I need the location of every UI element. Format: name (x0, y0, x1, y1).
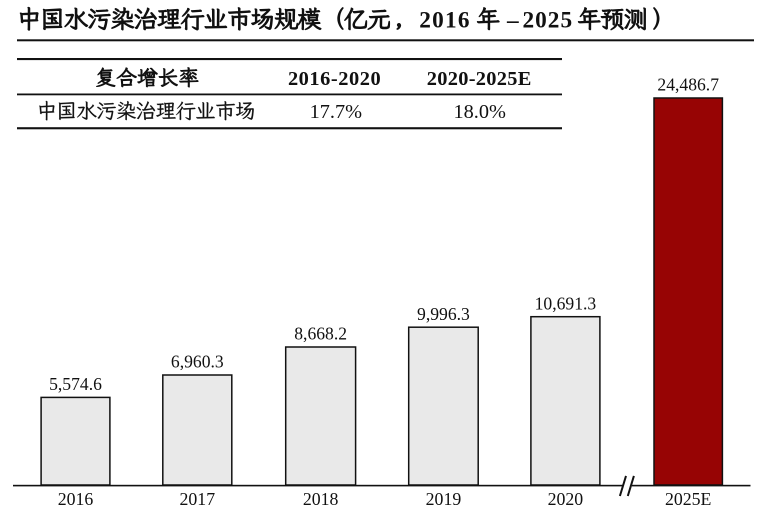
svg-text:2016: 2016 (419, 8, 470, 34)
svg-text:6,960.3: 6,960.3 (171, 352, 224, 372)
svg-text:2019: 2019 (426, 489, 462, 509)
svg-text:2018: 2018 (303, 489, 339, 509)
svg-text:18.0%: 18.0% (454, 101, 506, 123)
svg-text:2025E: 2025E (665, 489, 711, 509)
svg-text:10,691.3: 10,691.3 (535, 293, 597, 313)
svg-text:2016-2020: 2016-2020 (288, 68, 381, 90)
svg-text:2016: 2016 (58, 489, 94, 509)
svg-text:24,486.7: 24,486.7 (657, 75, 719, 95)
svg-text:17.7%: 17.7% (310, 101, 362, 123)
svg-text:–: – (506, 8, 519, 34)
svg-text:5,574.6: 5,574.6 (49, 374, 102, 394)
svg-text:2025: 2025 (523, 8, 574, 34)
svg-text:2020-2025E: 2020-2025E (427, 68, 532, 90)
svg-text:2020: 2020 (548, 489, 584, 509)
svg-text:2017: 2017 (180, 489, 216, 509)
svg-text:9,996.3: 9,996.3 (417, 304, 470, 324)
svg-text:8,668.2: 8,668.2 (294, 324, 347, 344)
